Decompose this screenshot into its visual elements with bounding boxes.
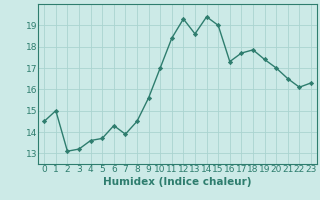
X-axis label: Humidex (Indice chaleur): Humidex (Indice chaleur) bbox=[103, 177, 252, 187]
